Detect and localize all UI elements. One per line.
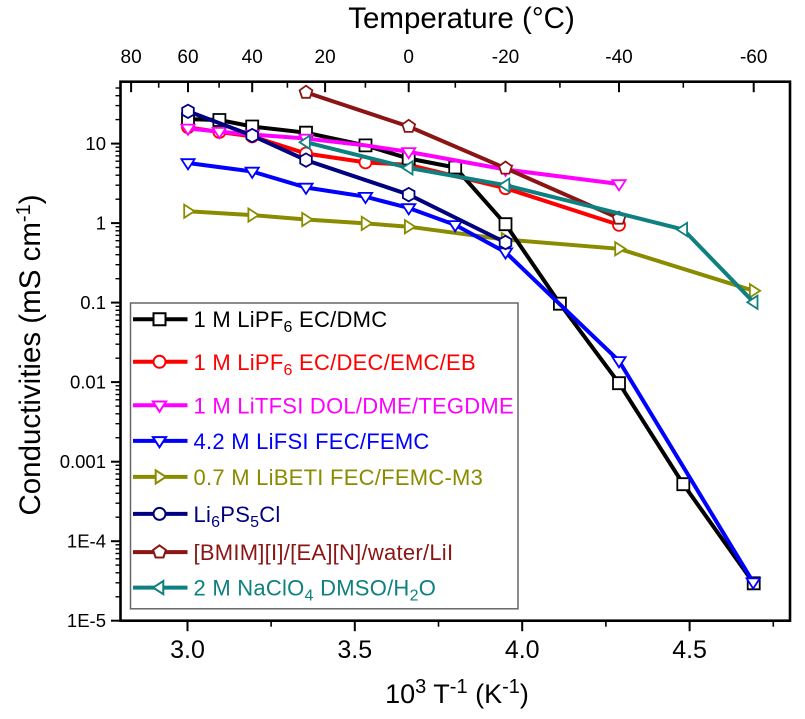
svg-text:0.1: 0.1 [80,292,106,313]
svg-text:20: 20 [315,47,336,68]
svg-text:3.0: 3.0 [170,636,205,664]
svg-text:10: 10 [85,133,106,154]
svg-text:80: 80 [121,47,142,68]
svg-text:[BMIM][I]/[EA][N]/water/LiI: [BMIM][I]/[EA][N]/water/LiI [194,540,454,565]
svg-text:1: 1 [96,213,106,234]
svg-text:4.5: 4.5 [672,636,707,664]
svg-text:-40: -40 [605,47,632,68]
svg-text:0.001: 0.001 [60,451,106,472]
svg-text:1 M LiPF6 EC/DEC/EMC/EB: 1 M LiPF6 EC/DEC/EMC/EB [194,350,476,379]
svg-text:60: 60 [177,47,198,68]
svg-text:1E-5: 1E-5 [67,610,106,631]
svg-text:Conductivities (mS cm-1): Conductivities (mS cm-1) [13,194,47,515]
svg-text:1 M LiTFSI DOL/DME/TEGDME: 1 M LiTFSI DOL/DME/TEGDME [194,393,514,418]
svg-text:0.7 M LiBETI FEC/FEMC-M3: 0.7 M LiBETI FEC/FEMC-M3 [194,465,484,490]
svg-text:40: 40 [242,47,263,68]
svg-text:4.2 M LiFSI FEC/FEMC: 4.2 M LiFSI FEC/FEMC [194,429,430,454]
svg-text:4.0: 4.0 [505,636,540,664]
svg-text:1E-4: 1E-4 [67,531,106,552]
svg-text:Li6PS5Cl: Li6PS5Cl [194,502,281,531]
svg-text:0: 0 [403,47,414,68]
svg-text:-60: -60 [740,47,767,68]
svg-text:3.5: 3.5 [337,636,372,664]
svg-text:2 M NaClO4 DMSO/H2O: 2 M NaClO4 DMSO/H2O [194,576,437,605]
svg-text:Temperature (°C): Temperature (°C) [348,2,575,35]
svg-text:0.01: 0.01 [70,372,106,393]
svg-text:-20: -20 [492,47,519,68]
